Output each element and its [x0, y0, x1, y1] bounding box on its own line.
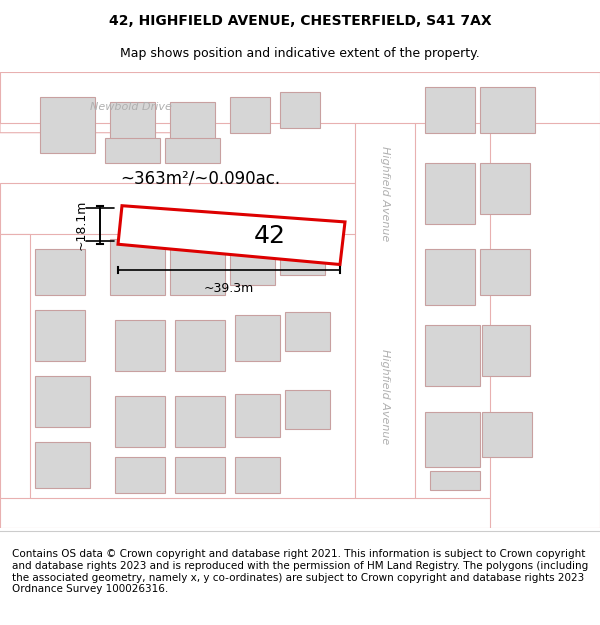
Bar	[482, 326, 530, 376]
Bar	[115, 320, 165, 371]
Polygon shape	[0, 498, 600, 528]
Bar	[230, 239, 275, 285]
Bar	[110, 102, 155, 143]
Text: Contains OS data © Crown copyright and database right 2021. This information is : Contains OS data © Crown copyright and d…	[12, 549, 588, 594]
Bar	[235, 457, 280, 492]
Bar	[40, 98, 95, 153]
Polygon shape	[0, 183, 370, 234]
Bar	[280, 234, 325, 274]
Bar	[425, 411, 480, 468]
Bar	[280, 92, 320, 128]
Bar	[110, 239, 165, 295]
Bar	[115, 457, 165, 492]
Text: 42, HIGHFIELD AVENUE, CHESTERFIELD, S41 7AX: 42, HIGHFIELD AVENUE, CHESTERFIELD, S41 …	[109, 14, 491, 28]
Bar	[175, 320, 225, 371]
Text: ~18.1m: ~18.1m	[75, 200, 88, 250]
Bar	[480, 163, 530, 214]
Text: Map shows position and indicative extent of the property.: Map shows position and indicative extent…	[120, 48, 480, 61]
Text: Highfield Avenue: Highfield Avenue	[380, 146, 390, 241]
Bar	[482, 411, 532, 457]
Bar	[115, 396, 165, 447]
Bar	[35, 376, 90, 427]
Bar	[230, 98, 270, 132]
Bar	[235, 315, 280, 361]
Bar	[105, 138, 160, 163]
Bar	[175, 396, 225, 447]
Bar	[165, 138, 220, 163]
Bar	[425, 249, 475, 305]
Polygon shape	[490, 72, 600, 528]
Bar	[425, 326, 480, 386]
Bar	[235, 394, 280, 437]
Bar	[35, 310, 85, 361]
Text: 42: 42	[254, 224, 286, 248]
Polygon shape	[118, 206, 345, 264]
Bar	[425, 163, 475, 224]
Polygon shape	[355, 72, 415, 528]
Bar	[170, 102, 215, 143]
Bar	[170, 239, 225, 295]
Bar	[175, 457, 225, 492]
Text: ~363m²/~0.090ac.: ~363m²/~0.090ac.	[120, 169, 280, 187]
Bar	[425, 87, 475, 132]
Bar	[35, 442, 90, 488]
Bar	[480, 249, 530, 295]
Polygon shape	[0, 234, 30, 528]
Text: Newbold Drive: Newbold Drive	[90, 102, 172, 112]
Polygon shape	[0, 72, 240, 132]
Bar	[430, 471, 480, 489]
Bar	[480, 87, 535, 132]
Text: Highfield Avenue: Highfield Avenue	[380, 349, 390, 444]
Text: ~39.3m: ~39.3m	[204, 282, 254, 295]
Polygon shape	[0, 72, 600, 122]
Bar	[285, 312, 330, 351]
Bar	[35, 249, 85, 295]
Bar	[285, 390, 330, 429]
